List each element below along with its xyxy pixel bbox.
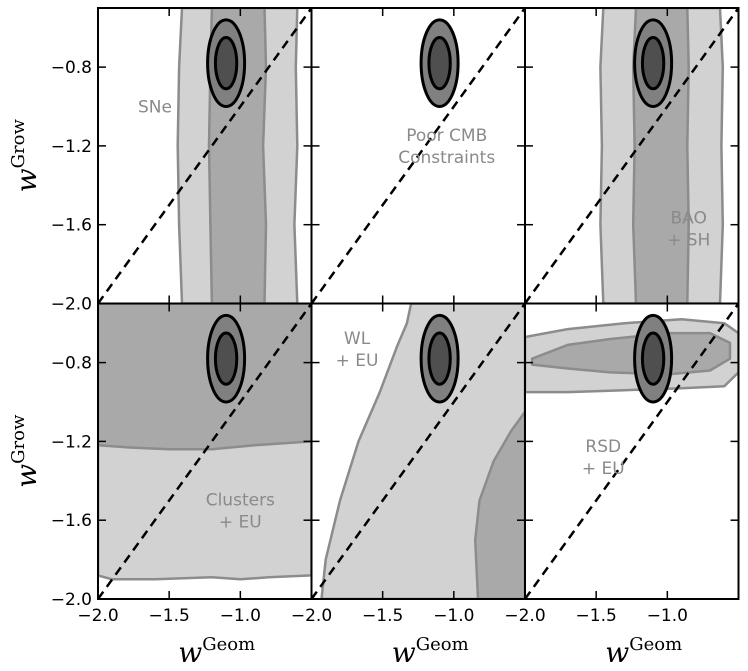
- x-tick-label: −1.0: [647, 606, 688, 626]
- constraint-region-mid-2: [98, 303, 312, 451]
- x-tick-label: −2.0: [77, 606, 118, 626]
- x-axis-title-superscript: Geom: [202, 634, 255, 655]
- x-tick-label: −1.5: [149, 606, 190, 626]
- x-axis-title: wGeom: [178, 634, 255, 669]
- annotation-label-clusters: + EU: [219, 512, 262, 532]
- x-axis-title-superscript: Geom: [629, 634, 682, 655]
- y-axis-title-superscript: Grow: [8, 414, 29, 464]
- panel-rsd: [525, 303, 739, 599]
- x-tick-label: −2.0: [291, 606, 332, 626]
- y-axis-title-superscript: Grow: [8, 119, 29, 169]
- x-tick-label: −1.0: [220, 606, 261, 626]
- annotation-label-rsd: RSD: [585, 437, 621, 457]
- annotation-label-sne: SNe: [138, 98, 172, 118]
- x-axis-title-symbol: w: [178, 636, 202, 669]
- inner-confidence-ellipse: [640, 331, 666, 386]
- y-tick-label: −1.6: [51, 511, 92, 531]
- x-tick-label: −1.0: [433, 606, 474, 626]
- inner-confidence-ellipse: [213, 36, 239, 91]
- diagonal-dashed-line: [525, 303, 739, 599]
- diagonal-dashed-line: [311, 8, 525, 304]
- x-axis-title-superscript: Geom: [416, 634, 469, 655]
- y-tick-label: −1.2: [51, 137, 92, 157]
- diagonal-dashed-line: [98, 303, 312, 599]
- constraint-region-mid-2: [473, 410, 525, 599]
- y-tick-label: −0.8: [51, 58, 92, 78]
- annotation-label-cmb: Constraints: [398, 148, 495, 168]
- diagonal-dashed-line: [311, 303, 525, 599]
- x-tick-label: −2.0: [504, 606, 545, 626]
- annotation-label-clusters: Clusters: [206, 490, 275, 510]
- y-axis-title: wGrow: [8, 119, 43, 193]
- panel-clusters: [98, 303, 312, 599]
- annotation-label-wl: WL: [344, 329, 371, 349]
- y-tick-label: −0.8: [51, 354, 92, 374]
- y-axis-title: wGrow: [8, 414, 43, 488]
- annotation-label-rsd: + EU: [582, 459, 625, 479]
- x-axis-title-symbol: w: [605, 636, 629, 669]
- panel-sne: [98, 8, 312, 304]
- y-axis-title-symbol: w: [10, 464, 43, 488]
- inner-confidence-ellipse: [427, 36, 452, 91]
- y-tick-label: −2.0: [51, 590, 92, 610]
- inner-confidence-ellipse: [427, 331, 452, 386]
- y-tick-label: −1.6: [51, 216, 92, 236]
- annotation-label-bao: + SH: [667, 231, 710, 251]
- diagonal-dashed-line: [525, 8, 739, 304]
- inner-confidence-ellipse: [213, 331, 239, 386]
- x-axis-title-symbol: w: [392, 636, 416, 669]
- x-axis-title: wGeom: [392, 634, 469, 669]
- panel-bao: [525, 8, 739, 304]
- annotation-label-cmb: Poor CMB: [406, 126, 487, 146]
- y-tick-label: −2.0: [51, 295, 92, 315]
- panel-frame: [524, 302, 740, 600]
- annotation-label-bao: BAO: [670, 209, 706, 229]
- constraint-region-mid-2: [530, 331, 732, 376]
- x-tick-label: −1.5: [362, 606, 403, 626]
- y-tick-label: −1.2: [51, 432, 92, 452]
- inner-confidence-ellipse: [640, 36, 666, 91]
- annotation-label-wl: + EU: [336, 351, 379, 371]
- panel-cmb: [311, 8, 525, 304]
- panel-wl: [311, 303, 525, 599]
- y-axis-title-symbol: w: [10, 168, 43, 192]
- constraint-region-light-1: [320, 303, 525, 599]
- x-axis-title: wGeom: [605, 634, 682, 669]
- x-tick-label: −1.5: [576, 606, 617, 626]
- diagonal-dashed-line: [98, 8, 312, 304]
